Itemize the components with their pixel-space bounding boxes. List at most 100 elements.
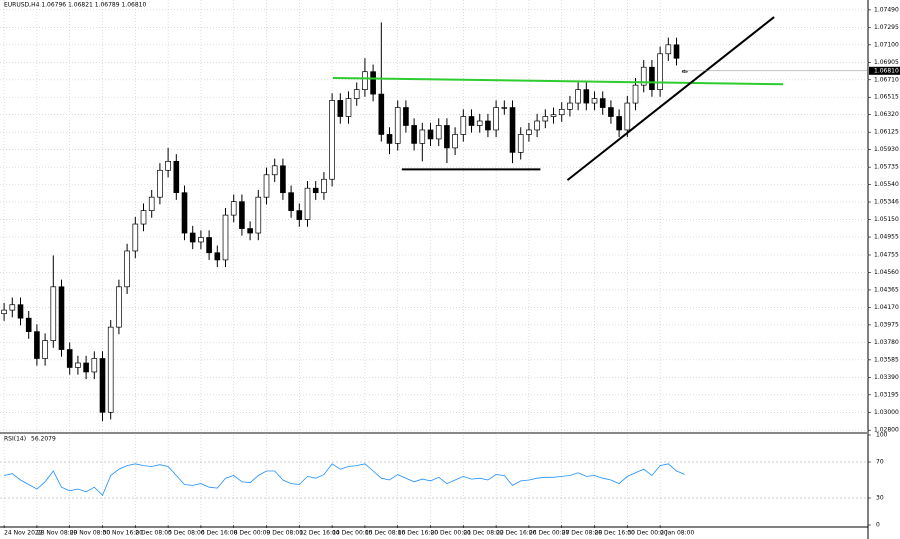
candle-body [517, 134, 524, 153]
candle-body [329, 100, 335, 180]
candle-body [42, 340, 48, 359]
candle-body [1, 309, 7, 315]
x-tick-label: 28 Nov 08:00 [37, 530, 78, 537]
y-tick-label: 1.05735 [874, 164, 899, 171]
candle-body [673, 44, 680, 59]
x-tick-label: 14 Dec 00:00 [332, 530, 373, 537]
y-tick-label: 1.07490 [874, 6, 899, 13]
candle-body [116, 286, 122, 328]
candle-body [452, 134, 458, 149]
candle-body [353, 89, 360, 99]
y-tick-label: 1.03000 [874, 409, 899, 416]
candle-body [99, 358, 106, 413]
candle-body [124, 250, 130, 288]
y-tick-label: 1.04365 [874, 286, 899, 293]
x-tick-label: 2 Dec 08:00 [135, 530, 172, 537]
candle-body [140, 210, 147, 225]
rsi-line [4, 463, 685, 497]
y-tick-label: 1.04560 [874, 269, 899, 276]
y-tick-label: 1.03780 [874, 339, 899, 346]
candle-body [411, 125, 417, 144]
y-tick-label: 1.07295 [874, 24, 899, 31]
candle-body [165, 160, 171, 171]
candle-body [640, 66, 647, 86]
y-tick-label: 1.06320 [874, 111, 899, 118]
x-tick-label: 30 Dec 00:00 [627, 530, 668, 537]
rsi-tick-label: 100 [876, 432, 888, 439]
candle-body [296, 210, 303, 220]
candle-body [419, 129, 426, 144]
candle-body [460, 116, 467, 135]
candle-body [345, 98, 352, 117]
candle-body [509, 107, 516, 153]
candle-body [493, 107, 499, 131]
candle-body [657, 53, 663, 90]
candle-body [599, 98, 606, 108]
x-tick-label: 21 Dec 08:00 [463, 530, 504, 537]
candle-body [616, 116, 622, 131]
trend-line [566, 16, 775, 181]
candle-body [34, 331, 40, 359]
x-tick-label: 26 Dec 00:00 [529, 530, 570, 537]
candle-body [214, 252, 221, 261]
x-tick-label: 5 Dec 08:00 [168, 530, 205, 537]
candle-body [148, 196, 155, 211]
x-tick-label: 20 Dec 00:00 [431, 530, 472, 537]
candle-body [222, 214, 229, 261]
candle-body [501, 107, 508, 109]
x-tick-label: 16 Dec 16:00 [398, 530, 439, 537]
candle-body [25, 317, 32, 332]
current-price-label: 1.06810 [874, 67, 899, 74]
y-tick-label: 1.04170 [874, 304, 899, 311]
candle-body [304, 187, 311, 220]
candle-body [362, 71, 368, 90]
y-tick-label: 1.06710 [874, 76, 899, 83]
y-tick-label: 1.05540 [874, 181, 899, 188]
candle-body [280, 165, 286, 194]
candle-body [239, 201, 245, 229]
x-tick-label: 29 Nov 08:00 [70, 530, 111, 537]
x-tick-label: 22 Dec 16:00 [496, 530, 537, 537]
candle-body [58, 286, 65, 350]
candle-body [468, 116, 475, 126]
candle-body [649, 66, 655, 90]
rsi-label: RSI(14) 56.2079 [4, 436, 56, 443]
rsi-tick-label: 0 [876, 522, 880, 529]
candle-body [132, 223, 139, 252]
x-tick-label: 8 Dec 00:00 [234, 530, 271, 537]
rsi-value: 56.2079 [31, 436, 56, 443]
candle-body [558, 108, 565, 116]
candle-body [394, 107, 401, 144]
x-tick-label: 9 Dec 08:00 [267, 530, 304, 537]
candle-body [83, 362, 89, 373]
candle-body [263, 174, 270, 198]
rsi-name: RSI(14) [4, 436, 26, 443]
candle-body [107, 326, 114, 413]
x-tick-label: 30 Nov 16:00 [103, 530, 144, 537]
candle-body [624, 102, 631, 131]
candle-body [427, 129, 434, 140]
candle-body [271, 165, 278, 176]
chart-title: EURUSD,H4 1.06796 1.06821 1.06789 1.0681… [4, 2, 146, 9]
y-tick-label: 1.05930 [874, 146, 899, 153]
x-tick-label: 12 Dec 16:00 [299, 530, 340, 537]
candle-body [255, 196, 262, 234]
candle-body [17, 304, 24, 319]
current-price-tag [869, 66, 900, 75]
candle-body [91, 358, 98, 373]
candle-body [312, 187, 319, 194]
rsi-tick-label: 70 [876, 459, 884, 466]
candle-body [288, 192, 294, 211]
candle-body [198, 237, 204, 243]
y-tick-label: 1.07100 [874, 41, 899, 48]
candle-body [230, 201, 237, 216]
candle-body [173, 160, 180, 194]
candle-body [526, 129, 532, 135]
y-tick-label: 1.03975 [874, 321, 899, 328]
x-tick-label: 2 Jan 08:00 [660, 530, 694, 537]
candle-body [575, 89, 581, 104]
x-tick-label: 28 Dec 16:00 [595, 530, 636, 537]
candle-body [550, 114, 557, 117]
candle-body [157, 169, 163, 198]
